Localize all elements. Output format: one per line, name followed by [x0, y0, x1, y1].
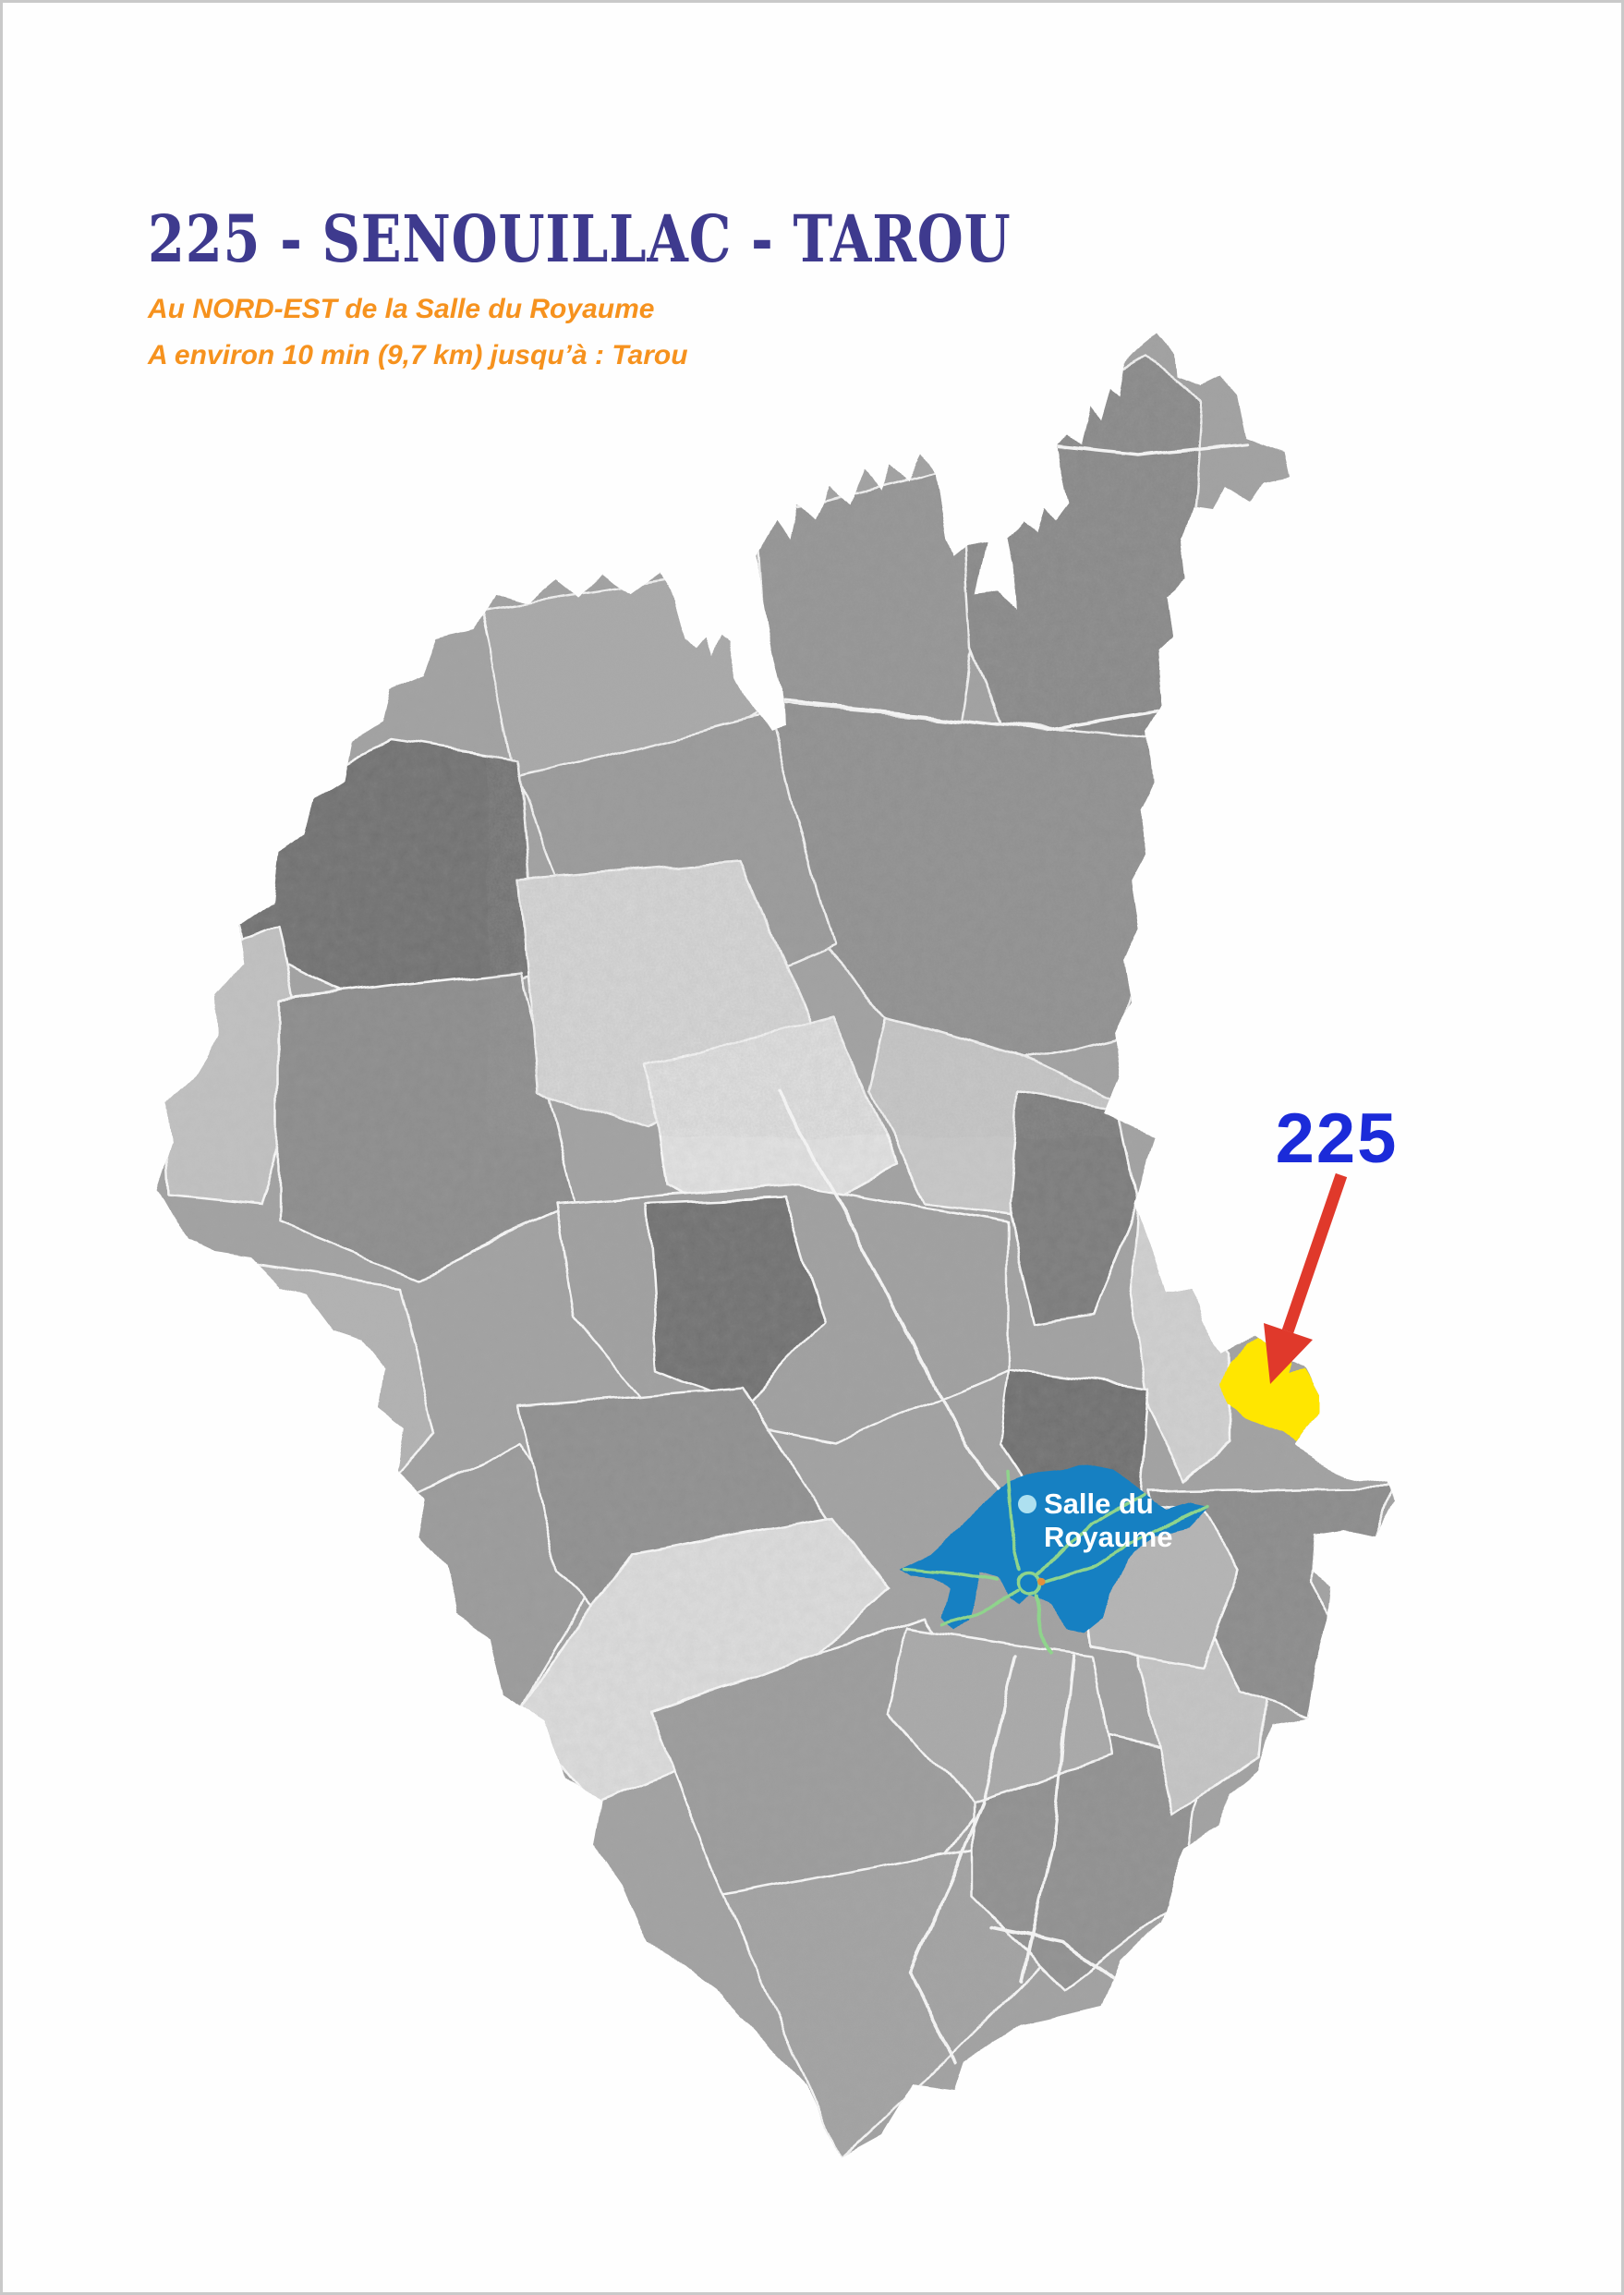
map-texture-north [554, 333, 1219, 1062]
kingdom-hall-label-line2: Royaume [1044, 1521, 1173, 1553]
city-road [1035, 1492, 1145, 1578]
city-road [1044, 1502, 1208, 1584]
header: 225 - SENOUILLAC - TAROU Au NORD-EST de … [148, 205, 1201, 379]
road [779, 700, 1161, 732]
subtitle: Au NORD-EST de la Salle du Royaume A env… [148, 286, 1201, 379]
city-roads [899, 1469, 1208, 1656]
territory-number-label: 225 [1276, 1099, 1399, 1178]
city-road [1005, 1469, 1023, 1572]
subtitle-distance: A environ 10 min (9,7 km) jusqu’à : Taro… [148, 339, 688, 370]
road [776, 1088, 1011, 1503]
kingdom-hall-dot [1018, 1495, 1036, 1513]
arrow-icon [1264, 1172, 1348, 1384]
page-title: 225 - SENOUILLAC - TAROU [148, 200, 1012, 277]
roads [776, 440, 1251, 2064]
map-body [157, 333, 1397, 2157]
kingdom-hall-label-line1: Salle du [1044, 1488, 1154, 1520]
city-road [940, 1590, 1021, 1625]
road [909, 1654, 1018, 2064]
territory-225-zone [1221, 1338, 1321, 1443]
road [990, 1925, 1136, 1994]
city-junction-dot [1038, 1578, 1046, 1585]
subtitle-direction: Au NORD-EST de la Salle du Royaume [148, 293, 655, 324]
road [1020, 1654, 1075, 1981]
city-zone [896, 1465, 1208, 1633]
city-road [899, 1569, 1000, 1584]
city-road [1035, 1595, 1055, 1656]
